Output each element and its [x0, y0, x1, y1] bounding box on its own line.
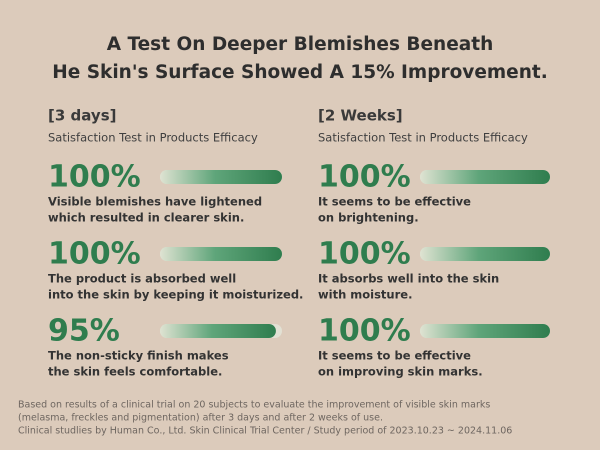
- percent: 100%: [48, 237, 141, 272]
- footnote: (melasma, freckles and pigmentation) aft…: [18, 413, 383, 424]
- description: The product is absorbed well: [48, 272, 236, 286]
- description: into the skin by keeping it moisturized.: [48, 288, 303, 302]
- title: A Test On Deeper Blemishes Beneath: [107, 34, 494, 55]
- subtitle: Satisfaction Test in Products Efficacy: [48, 131, 258, 145]
- bar: [420, 324, 550, 338]
- description: on improving skin marks.: [318, 365, 483, 379]
- subtitle: Satisfaction Test in Products Efficacy: [318, 131, 528, 145]
- footnote: Clinical studlies by Human Co., Ltd. Ski…: [18, 426, 512, 437]
- description: Visible blemishes have lightened: [48, 195, 262, 209]
- percent: 100%: [48, 160, 141, 195]
- period: [2 Weeks]: [318, 107, 403, 125]
- percent: 100%: [318, 314, 411, 349]
- description: on brightening.: [318, 211, 419, 225]
- percent: 100%: [318, 160, 411, 195]
- description: It seems to be effective: [318, 349, 471, 363]
- bar: [420, 247, 550, 261]
- description: It seems to be effective: [318, 195, 471, 209]
- bar: [160, 247, 282, 261]
- period: [3 days]: [48, 107, 116, 125]
- description: with moisture.: [318, 288, 412, 302]
- percent: 95%: [48, 314, 120, 349]
- footnote: Based on results of a clinical trial on …: [18, 400, 490, 411]
- description: the skin feels comfortable.: [48, 365, 222, 379]
- description: The non-sticky finish makes: [48, 349, 229, 363]
- description: which resulted in clearer skin.: [48, 211, 244, 225]
- title: He Skin's Surface Showed A 15% Improveme…: [52, 62, 548, 83]
- bar: [160, 324, 276, 338]
- description: It absorbs well into the skin: [318, 272, 499, 286]
- bar: [420, 170, 550, 184]
- bar: [160, 170, 282, 184]
- percent: 100%: [318, 237, 411, 272]
